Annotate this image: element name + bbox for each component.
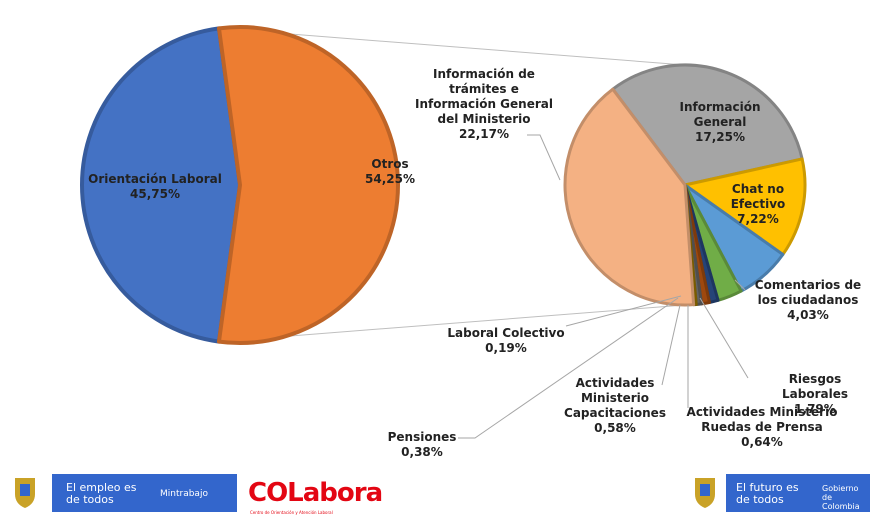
slogan: El futuro es de todos (736, 481, 799, 506)
ministry: Mintrabajo (160, 489, 208, 499)
leader-line (699, 297, 749, 379)
data-label: Información General 17,25% (670, 100, 770, 145)
slice-value: 0,19% (485, 341, 527, 355)
logo: COLabora (248, 478, 383, 508)
slice-value: 22,17% (459, 127, 509, 141)
data-label: Otros 54,25% (350, 157, 430, 187)
slogan: El empleo es de todos (66, 481, 137, 506)
slice-value: 54,25% (365, 172, 415, 186)
data-label: Chat no Efectivo 7,22% (723, 182, 793, 227)
connector (218, 27, 686, 66)
slogan-box (52, 474, 237, 512)
connector (218, 304, 686, 343)
slice-value: 4,03% (787, 308, 829, 322)
slice-value: 17,25% (695, 130, 745, 144)
slice-name: Orientación Laboral (88, 172, 222, 186)
shield-icon (15, 478, 35, 508)
slice-name: Información de trámites e Información Ge… (415, 67, 553, 126)
slice-name: Riesgos Laborales (782, 372, 848, 401)
slice-name: Otros (371, 157, 409, 171)
slice-value: 0,58% (594, 421, 636, 435)
footer-left (10, 474, 40, 510)
leader-line (734, 279, 746, 291)
slice-value: 1,79% (794, 402, 836, 416)
pie-slice (611, 63, 804, 187)
slice-name: Chat no Efectivo (730, 182, 786, 211)
pie-slice (683, 157, 807, 256)
data-label: Orientación Laboral 45,75% (85, 172, 225, 202)
leader-line (458, 297, 679, 439)
slice-name: Pensiones (387, 430, 457, 444)
slice-name: Laboral Colectivo (447, 326, 565, 340)
slice-name: Actividades Ministerio Capacitaciones (564, 376, 666, 420)
slice-value: 45,75% (130, 187, 180, 201)
data-label: Pensiones 0,38% (382, 430, 462, 460)
data-label: Laboral Colectivo 0,19% (446, 326, 566, 356)
footer-right (690, 474, 720, 510)
leader-line (661, 304, 681, 386)
slice-name: Información General (679, 100, 761, 129)
leader-line (565, 295, 682, 327)
slogan-box (726, 474, 870, 512)
leader-line (527, 134, 561, 181)
chart (80, 25, 807, 439)
data-label: Comentarios de los ciudadanos 4,03% (743, 278, 870, 323)
slice-value: 7,22% (737, 212, 779, 226)
pie-slice (216, 25, 400, 345)
government: Gobierno de Colombia (822, 484, 860, 511)
slice-name: Actividades Ministerio Ruedas de Prensa (686, 405, 838, 434)
slice-name: Comentarios de los ciudadanos (754, 278, 862, 307)
data-label: Información de trámites e Información Ge… (409, 67, 559, 142)
data-label: Actividades Ministerio Capacitaciones 0,5… (560, 376, 670, 436)
logo-sub: Centro de Orientación y Atención Laboral (250, 510, 333, 515)
pie-slice (80, 26, 242, 344)
pie-slice (563, 87, 696, 307)
shield-icon (695, 478, 715, 508)
data-label: Actividades Ministerio Ruedas de Prensa 0… (682, 405, 842, 450)
slice-value: 0,64% (741, 435, 783, 449)
slice-value: 0,38% (401, 445, 443, 459)
data-label: Riesgos Laborales 1,79% (755, 372, 870, 417)
